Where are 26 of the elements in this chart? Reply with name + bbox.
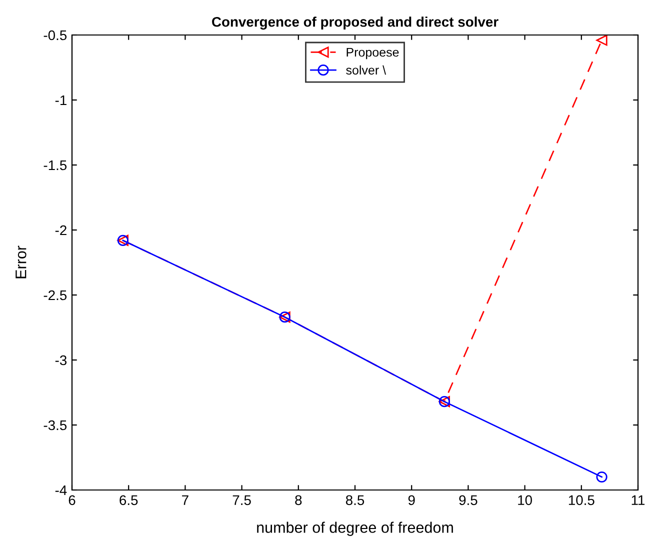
y-tick-label: -3 <box>55 355 67 366</box>
x-tick-label: 6 <box>68 495 76 506</box>
x-tick-label: 9.5 <box>459 495 478 506</box>
y-tick-label: -1.5 <box>44 160 67 170</box>
x-tick-label: 8.5 <box>346 495 364 506</box>
legend-label: solver \ <box>346 65 386 75</box>
x-tick-label: 6.5 <box>120 495 138 506</box>
x-tick-label: 8 <box>295 495 302 506</box>
y-tick-label: -1 <box>55 95 66 106</box>
point <box>596 35 608 46</box>
chart-title: Convergence of proposed and direct solver <box>212 16 498 30</box>
x-axis-title: number of degree of freedom <box>257 522 453 536</box>
legend-label: Propoese <box>346 48 399 60</box>
y-tick-label: -3.5 <box>44 420 67 430</box>
x-tick-label: 7 <box>182 495 188 505</box>
y-tick-label: -2.5 <box>44 290 67 300</box>
y-tick-label: -2 <box>55 225 66 236</box>
x-tick-label: 7.5 <box>232 495 251 506</box>
y-tick-label: -4 <box>55 485 67 496</box>
x-tick-label: 10.5 <box>568 495 594 506</box>
y-axis-title: Error <box>16 246 26 278</box>
y-tick-label: -0.5 <box>44 30 67 40</box>
x-tick-label: 10 <box>518 495 532 506</box>
point <box>596 471 608 483</box>
x-tick-label: 9 <box>408 495 415 506</box>
x-tick-label: 11 <box>632 495 645 505</box>
